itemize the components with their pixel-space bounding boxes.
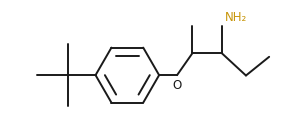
Text: O: O bbox=[173, 79, 182, 92]
Text: NH₂: NH₂ bbox=[225, 11, 247, 24]
